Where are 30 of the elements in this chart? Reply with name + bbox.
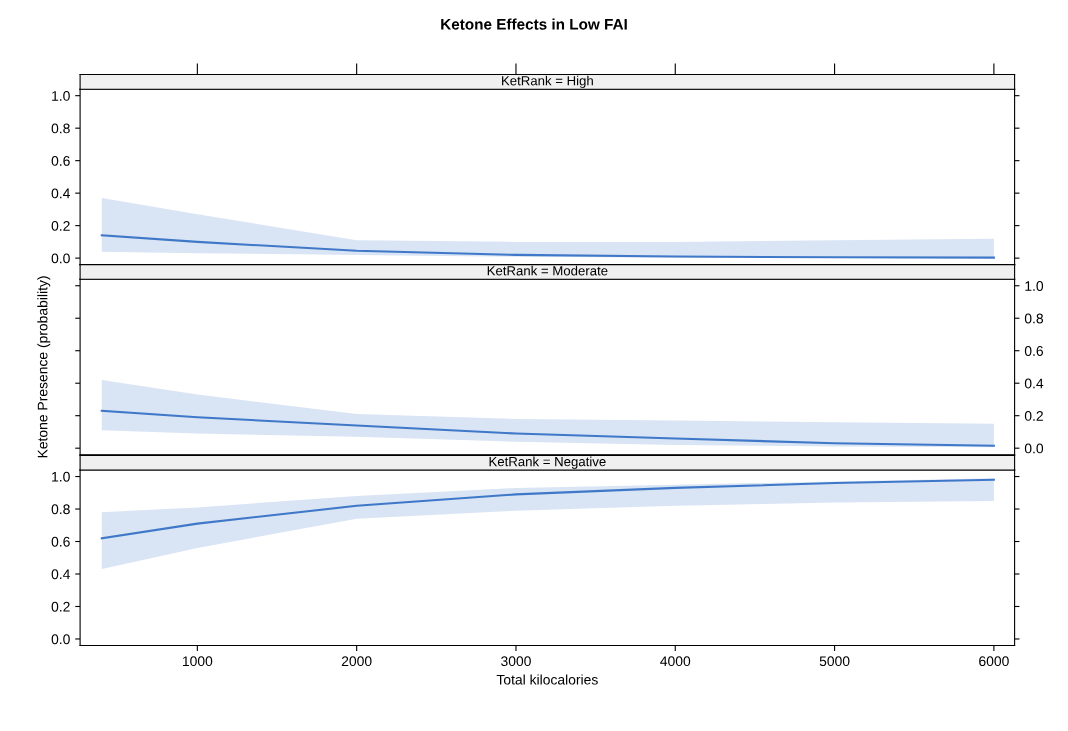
y-tick-label: 0.2	[1024, 411, 1043, 421]
y-tick-label: 0.6	[51, 155, 70, 166]
y-axis-title: Ketone Presence (probability)	[37, 276, 51, 458]
y-tick-label: 0.0	[51, 253, 70, 264]
y-tick-label: 0.4	[1024, 378, 1044, 389]
x-tick-label: 6000	[979, 656, 1009, 667]
y-tick-label: 1.0	[52, 91, 70, 101]
y-tick-label: 0.4	[51, 188, 70, 199]
chart-title: KetRank = High	[502, 75, 593, 89]
x-tick-label: 2000	[341, 656, 372, 667]
chart-title: KetRank = Moderate	[487, 265, 608, 276]
y-tick-label: 0.4	[51, 569, 70, 580]
y-tick-label: 0.2	[51, 601, 70, 612]
x-tick-label: 4000	[660, 656, 691, 667]
text: Ketone Effects in Low FAI	[441, 18, 627, 30]
y-tick-label: 1.0	[52, 471, 70, 482]
y-tick-label: 0.2	[51, 220, 70, 231]
x-axis-title: Total kilocalories	[496, 674, 598, 685]
y-tick-label: 0.6	[51, 536, 70, 547]
y-tick-label: 0.8	[1024, 313, 1044, 324]
y-tick-label: 0.8	[51, 504, 70, 515]
y-tick-label: 1.0	[1025, 281, 1044, 291]
x-tick-label: 1000	[182, 656, 213, 667]
x-tick-label: 3000	[501, 656, 531, 667]
y-tick-label: 0.0	[51, 634, 70, 645]
x-tick-label: 5000	[819, 656, 850, 667]
chart-title: KetRank = Negative	[489, 456, 606, 469]
y-tick-label: 0.0	[1024, 443, 1044, 454]
y-tick-label: 0.8	[51, 123, 70, 134]
y-tick-label: 0.6	[1024, 346, 1044, 356]
